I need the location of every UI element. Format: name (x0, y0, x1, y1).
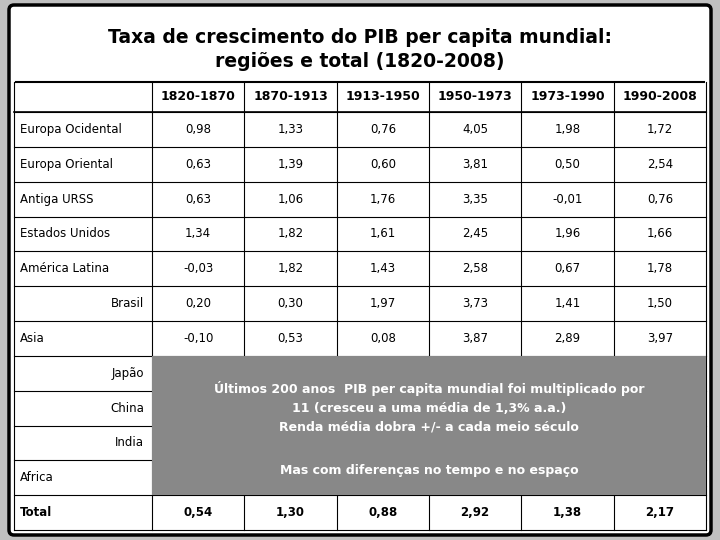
Bar (152, 356, 706, 495)
Text: 3,87: 3,87 (462, 332, 488, 345)
Text: 0,30: 0,30 (278, 297, 303, 310)
Text: -0,03: -0,03 (183, 262, 213, 275)
Text: 4,05: 4,05 (462, 123, 488, 136)
Text: Europa Ocidental: Europa Ocidental (20, 123, 122, 136)
Text: 0,63: 0,63 (185, 193, 211, 206)
Text: 3,97: 3,97 (647, 332, 673, 345)
Text: 1,97: 1,97 (369, 297, 396, 310)
Text: 0,67: 0,67 (554, 262, 580, 275)
Text: 0,63: 0,63 (185, 158, 211, 171)
Text: 1,82: 1,82 (277, 262, 304, 275)
Text: 0,76: 0,76 (647, 193, 673, 206)
Text: 1,33: 1,33 (277, 123, 304, 136)
Text: 1973-1990: 1973-1990 (530, 91, 605, 104)
Text: Europa Oriental: Europa Oriental (20, 158, 113, 171)
Text: 1,98: 1,98 (554, 123, 580, 136)
Text: 1,34: 1,34 (185, 227, 211, 240)
Text: Japão: Japão (112, 367, 144, 380)
Text: -0,01: -0,01 (552, 193, 582, 206)
Text: 0,20: 0,20 (185, 297, 211, 310)
Text: 1,82: 1,82 (277, 227, 304, 240)
Text: 1,50: 1,50 (647, 297, 672, 310)
Text: Brasil: Brasil (111, 297, 144, 310)
Text: 0,50: 0,50 (554, 158, 580, 171)
Text: 2,54: 2,54 (647, 158, 673, 171)
Text: 1913-1950: 1913-1950 (346, 91, 420, 104)
Text: India: India (115, 436, 144, 449)
Text: 1950-1973: 1950-1973 (438, 91, 513, 104)
Text: 0,54: 0,54 (184, 506, 213, 519)
Text: 1820-1870: 1820-1870 (161, 91, 235, 104)
Text: 2,58: 2,58 (462, 262, 488, 275)
Text: 1870-1913: 1870-1913 (253, 91, 328, 104)
Text: Últimos 200 anos  PIB per capita mundial foi multiplicado por
11 (cresceu a uma : Últimos 200 anos PIB per capita mundial … (214, 381, 644, 434)
Text: Africa: Africa (20, 471, 54, 484)
Text: 3,73: 3,73 (462, 297, 488, 310)
Text: 1,39: 1,39 (277, 158, 304, 171)
Text: 2,45: 2,45 (462, 227, 488, 240)
Text: 0,60: 0,60 (370, 158, 396, 171)
Text: 1,78: 1,78 (647, 262, 673, 275)
Text: -0,10: -0,10 (183, 332, 213, 345)
Text: 0,53: 0,53 (278, 332, 303, 345)
Text: 1,38: 1,38 (553, 506, 582, 519)
Text: 0,98: 0,98 (185, 123, 211, 136)
Text: 3,35: 3,35 (462, 193, 488, 206)
Text: 0,76: 0,76 (370, 123, 396, 136)
Text: 1,61: 1,61 (369, 227, 396, 240)
Text: Antiga URSS: Antiga URSS (20, 193, 94, 206)
Text: 1,96: 1,96 (554, 227, 580, 240)
Text: Total: Total (20, 506, 53, 519)
Text: 1,41: 1,41 (554, 297, 580, 310)
Text: Asia: Asia (20, 332, 45, 345)
Text: 2,17: 2,17 (645, 506, 675, 519)
Text: 1990-2008: 1990-2008 (623, 91, 697, 104)
Text: Taxa de crescimento do PIB per capita mundial:: Taxa de crescimento do PIB per capita mu… (108, 28, 612, 47)
Text: 2,89: 2,89 (554, 332, 580, 345)
Text: 1,76: 1,76 (369, 193, 396, 206)
Text: 0,08: 0,08 (370, 332, 396, 345)
Text: América Latina: América Latina (20, 262, 109, 275)
Text: Mas com diferenças no tempo e no espaço: Mas com diferenças no tempo e no espaço (279, 463, 578, 477)
Text: 1,30: 1,30 (276, 506, 305, 519)
FancyBboxPatch shape (9, 5, 711, 535)
Text: 3,81: 3,81 (462, 158, 488, 171)
Text: 1,06: 1,06 (277, 193, 304, 206)
Text: 1,43: 1,43 (370, 262, 396, 275)
Text: China: China (110, 402, 144, 415)
Text: 0,88: 0,88 (368, 506, 397, 519)
Text: regiões e total (1820-2008): regiões e total (1820-2008) (215, 52, 505, 71)
Text: Estados Unidos: Estados Unidos (20, 227, 110, 240)
Text: 1,72: 1,72 (647, 123, 673, 136)
Text: 2,92: 2,92 (461, 506, 490, 519)
Text: 1,66: 1,66 (647, 227, 673, 240)
